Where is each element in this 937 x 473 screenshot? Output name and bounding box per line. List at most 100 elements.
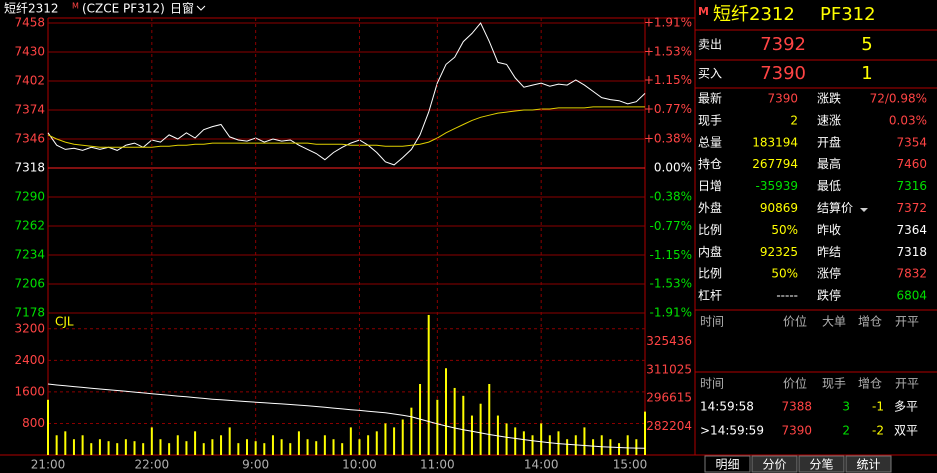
quote-label: 结算价 xyxy=(817,200,853,215)
bid-price: 7390 xyxy=(760,63,806,84)
volume-bar xyxy=(488,384,491,455)
volume-bar xyxy=(462,395,465,455)
table-header: 大单 xyxy=(822,315,846,329)
quote-value: 90869 xyxy=(760,201,798,215)
volume-bar xyxy=(315,441,318,455)
bid-label: 买入 xyxy=(698,67,722,81)
y2-tick-label: -0.77% xyxy=(650,219,692,233)
y2-tick-label: 325436 xyxy=(646,334,692,348)
volume-bar xyxy=(583,427,586,455)
quote-value: -35939 xyxy=(755,179,798,193)
quote-value: 72/0.98% xyxy=(870,92,927,106)
volume-bar xyxy=(341,443,344,455)
x-tick-label: 15:00 xyxy=(613,458,648,472)
volume-bar xyxy=(64,431,67,455)
table-header: 开平 xyxy=(895,377,919,391)
volume-bar xyxy=(297,431,300,455)
trade-cell: 多平 xyxy=(894,400,918,414)
volume-bar xyxy=(254,441,257,455)
x-tick-label: 21:00 xyxy=(31,458,66,472)
quote-label: 比例 xyxy=(698,223,722,237)
tab[interactable] xyxy=(845,455,892,473)
quote-value: 7390 xyxy=(767,92,798,106)
x-tick-label: 9:00 xyxy=(242,458,269,472)
volume-bar xyxy=(176,435,179,455)
volume-bar xyxy=(445,368,447,455)
y-tick-label: 7318 xyxy=(14,161,45,175)
x-tick-label: 14:00 xyxy=(524,458,559,472)
volume-bar xyxy=(159,439,162,455)
y-tick-label: 7234 xyxy=(14,248,45,262)
volume-bar xyxy=(168,443,171,455)
volume-bar xyxy=(116,443,119,455)
y-tick-label: 7178 xyxy=(14,306,45,320)
volume-bar xyxy=(393,427,396,455)
quote-value: 7372 xyxy=(896,201,927,215)
volume-bar xyxy=(522,431,525,455)
quote-value: 2 xyxy=(790,113,798,127)
quote-value: 50% xyxy=(771,267,798,281)
volume-bar xyxy=(211,439,214,455)
y2-tick-label: +1.53% xyxy=(644,44,692,58)
open-interest-line xyxy=(47,383,646,449)
tab-label[interactable]: 明细 xyxy=(715,458,739,472)
volume-bar xyxy=(540,423,543,455)
quote-label: 昨收 xyxy=(817,223,841,237)
tab[interactable] xyxy=(751,455,798,473)
table-header: 时间 xyxy=(700,315,724,329)
table-header: 增仓 xyxy=(858,377,882,391)
trade-cell: 14:59:58 xyxy=(700,400,754,414)
quote-label: 比例 xyxy=(698,267,722,281)
volume-bar xyxy=(548,435,551,455)
period-select[interactable]: 日窗 xyxy=(170,2,194,16)
y2-tick-label: -1.53% xyxy=(650,277,692,291)
volume-bar xyxy=(220,435,223,455)
quote-label: 外盘 xyxy=(698,200,722,215)
y-tick-label: 7374 xyxy=(14,103,45,117)
volume-bar xyxy=(514,427,517,455)
tab-label[interactable]: 分笔 xyxy=(809,457,833,472)
y2-tick-label: 296615 xyxy=(646,391,692,405)
volume-bar xyxy=(98,439,101,455)
volume-bar xyxy=(496,415,499,455)
tab[interactable] xyxy=(704,455,751,473)
volume-bar xyxy=(427,314,430,455)
tab-label[interactable]: 分价 xyxy=(762,458,786,472)
volume-bar xyxy=(505,423,508,455)
dropdown-arrow xyxy=(196,5,206,11)
y-tick-label: 7290 xyxy=(14,190,45,204)
volume-bar xyxy=(436,399,439,455)
volume-bar xyxy=(375,431,378,455)
volume-bar xyxy=(635,439,638,455)
y2-tick-label: +1.91% xyxy=(644,16,692,30)
tab[interactable] xyxy=(798,455,845,473)
y-tick-label: 7458 xyxy=(14,16,45,30)
volume-bar xyxy=(453,387,456,455)
volume-bar xyxy=(367,435,370,455)
tab-label[interactable]: 统计 xyxy=(856,458,880,472)
volume-bar xyxy=(55,435,58,455)
quote-label: 涨跌 xyxy=(817,91,841,106)
volume-bar xyxy=(626,435,629,455)
volume-bar xyxy=(202,443,205,455)
quote-label: 最低 xyxy=(817,179,841,193)
quote-label: 最高 xyxy=(817,156,841,171)
trade-cell: >14:59:59 xyxy=(700,424,764,438)
volume-bar xyxy=(72,439,75,455)
volume-bar xyxy=(194,431,197,455)
volume-bar xyxy=(107,441,110,455)
volume-bar xyxy=(306,439,309,455)
bid-qty: 1 xyxy=(861,63,872,84)
quote-label: 跌停 xyxy=(817,288,841,303)
volume-bar xyxy=(81,435,84,455)
volume-bar xyxy=(289,443,292,455)
settle-arrow xyxy=(860,208,868,212)
trade-cell: 双平 xyxy=(894,424,918,438)
ask-price: 7392 xyxy=(760,34,806,55)
y2-tick-label: +0.77% xyxy=(644,102,692,116)
table-header: 时间 xyxy=(700,377,724,391)
panel-name: 短纤2312 xyxy=(713,4,795,25)
market-mark: M xyxy=(72,2,79,11)
quote-value: 7832 xyxy=(896,267,927,281)
